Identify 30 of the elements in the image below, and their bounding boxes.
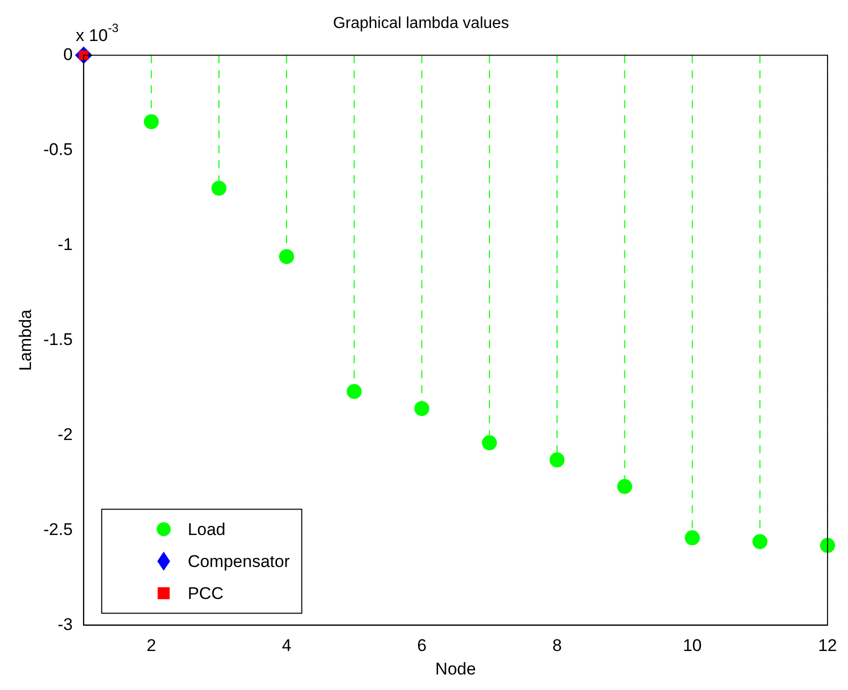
point <box>144 114 159 130</box>
y-tick-label: -1 <box>58 234 73 254</box>
x-tick-label: 6 <box>417 636 427 656</box>
x-tick-label: 10 <box>682 636 702 656</box>
x-tick-label: 8 <box>552 636 562 656</box>
y-axis-title: Lambda <box>16 308 35 371</box>
x-axis-title: Node <box>435 659 476 678</box>
point <box>752 534 768 550</box>
y-tick-label: 0 <box>63 44 73 64</box>
y-tick-label: -0.5 <box>43 140 73 159</box>
x-tick-label: 12 <box>818 636 838 656</box>
legend-label: PCC <box>188 584 224 603</box>
point <box>617 479 632 494</box>
chart-title: Graphical lambda values <box>332 15 510 32</box>
y-tick-label: -3 <box>58 614 73 634</box>
x-tick-label: 4 <box>282 636 292 656</box>
y-tick-label: -2.5 <box>43 520 73 539</box>
point <box>414 401 430 416</box>
y-tick-label: -2 <box>58 424 73 444</box>
point <box>684 530 700 546</box>
point <box>346 384 362 399</box>
x-tick-label: 2 <box>146 636 156 656</box>
legend-label: Compensator <box>188 552 290 571</box>
point <box>820 538 836 553</box>
y-tick-label: -1.5 <box>43 330 73 349</box>
point <box>482 435 497 450</box>
legend-label: Load <box>188 520 226 539</box>
point <box>550 452 565 468</box>
point <box>279 249 294 264</box>
point <box>211 180 226 196</box>
